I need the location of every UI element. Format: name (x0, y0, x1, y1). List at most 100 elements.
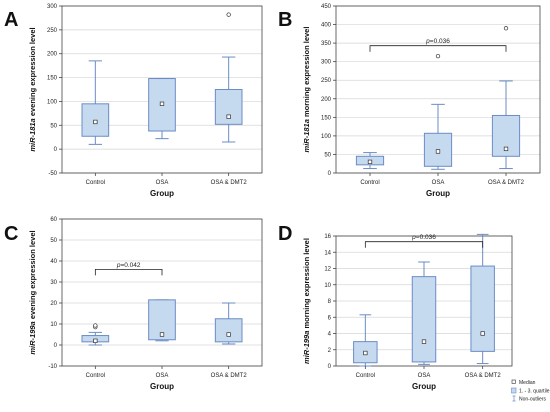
p-symbol: p (425, 38, 430, 45)
y-tick-label: 150 (321, 115, 332, 121)
x-tick-label: OSA & DMT2 (488, 180, 525, 186)
y-tick-label: 40 (50, 259, 57, 265)
y-tick-label: -10 (48, 364, 57, 370)
outlier-point (93, 323, 98, 328)
x-tick-label: OSA & DMT2 (211, 180, 248, 186)
y-axis-label: miR-199a morning expression level (302, 238, 311, 364)
y-axis-label-gene: miR-199a (302, 331, 311, 364)
legend-median-label: Median (519, 380, 536, 386)
panel-letter: A (4, 9, 18, 31)
y-tick-label: 0 (328, 171, 332, 177)
y-tick-label: 30 (50, 280, 57, 286)
y-tick-label: 250 (47, 28, 58, 34)
y-axis-label-rest: morning expression level (302, 238, 311, 331)
outlier-point (435, 53, 441, 59)
y-tick-label: 0 (54, 343, 58, 349)
p-value: =0.042 (120, 262, 140, 269)
y-tick-label: 10 (50, 322, 57, 328)
y-tick-label: 12 (324, 267, 331, 273)
quartile-box (470, 265, 495, 352)
significance-bracket (94, 269, 163, 276)
panel-letter: C (4, 223, 18, 245)
y-tick-label: 50 (50, 123, 57, 129)
quartile-box (411, 276, 437, 363)
median-marker (503, 146, 509, 152)
x-tick-label: OSA & DMT2 (465, 373, 502, 379)
y-tick-label: 2 (328, 348, 332, 354)
y-tick-label: 50 (50, 238, 57, 244)
y-tick-label: 60 (50, 217, 57, 223)
median-marker (480, 331, 485, 336)
x-tick-label: Control (360, 180, 379, 186)
p-value: =0.036 (416, 234, 436, 241)
legend: Median 1. - 3. quartile Non-outliers (511, 379, 550, 403)
y-tick-label: 200 (47, 52, 58, 58)
y-tick-label: 250 (321, 78, 332, 84)
x-axis-label: Group (426, 189, 450, 198)
median-marker (93, 119, 98, 125)
significance-bracket (364, 241, 484, 248)
y-tick-label: 50 (324, 152, 331, 158)
x-tick-label: OSA (432, 180, 445, 186)
y-tick-label: 10 (324, 283, 331, 289)
legend-nonoutliers-label: Non-outliers (519, 397, 546, 403)
p-symbol: p (116, 262, 121, 269)
y-tick-label: -50 (48, 171, 57, 177)
median-marker (226, 332, 231, 337)
x-axis-label: Group (150, 189, 174, 198)
y-tick-label: 20 (50, 301, 57, 307)
panel-a: A -50 0 50 100 150 200 250 300 Control OSA OSA & DM… (4, 4, 263, 198)
y-tick-label: 100 (47, 99, 58, 105)
y-tick-label: 6 (328, 315, 332, 321)
x-tick-label: OSA (418, 373, 431, 379)
median-marker (435, 149, 441, 154)
panel-letter: D (278, 223, 292, 245)
y-tick-label: 100 (321, 134, 332, 140)
median-marker (159, 332, 165, 337)
significance-label: p=0.042 (116, 262, 141, 269)
p-value: =0.036 (430, 38, 450, 45)
y-tick-label: 8 (328, 299, 332, 305)
y-axis-label-gene: miR-181a (28, 118, 37, 151)
y-axis-label: miR-181a morning expression level (302, 27, 311, 153)
panel-c: C -10 0 10 20 30 40 50 60 Control OSA OSA & DMT2 p=0… (4, 217, 263, 391)
x-tick-label: OSA & DMT2 (211, 373, 248, 379)
outlier-point (226, 12, 231, 17)
y-axis-label-gene: miR-181a (302, 119, 311, 152)
x-axis-label: Group (150, 382, 174, 391)
y-tick-label: 0 (328, 364, 332, 370)
y-axis-label-rest: evening expression level (28, 27, 37, 118)
median-marker (421, 339, 427, 344)
x-tick-label: OSA (156, 373, 169, 379)
x-tick-label: Control (86, 373, 105, 379)
legend-quartile-label: 1. - 3. quartile (519, 389, 550, 395)
median-marker (363, 350, 368, 356)
x-tick-label: Control (356, 373, 375, 379)
y-tick-label: 16 (324, 234, 331, 240)
x-axis-label: Group (412, 382, 436, 391)
y-tick-label: 14 (324, 250, 331, 256)
y-tick-label: 200 (321, 97, 332, 103)
legend-whisker-icon (512, 395, 516, 402)
y-axis-label-gene: miR-199a (28, 321, 37, 354)
y-tick-label: 450 (321, 4, 332, 10)
quartile-box (214, 318, 243, 343)
y-tick-label: 300 (321, 60, 332, 66)
y-tick-label: 150 (47, 76, 58, 82)
x-tick-label: Control (86, 180, 105, 186)
y-tick-label: 400 (321, 23, 332, 29)
median-marker (93, 338, 98, 343)
legend-median-marker (511, 379, 516, 384)
y-axis-label-rest: morning expression level (302, 27, 311, 120)
y-axis-label: miR-199a evening expression level (28, 230, 37, 354)
y-axis-label: miR-181a evening expression level (28, 27, 37, 151)
y-tick-label: 0 (54, 147, 58, 153)
legend-quartile-box (511, 387, 517, 394)
median-marker (159, 101, 165, 106)
median-marker (226, 114, 231, 119)
y-tick-label: 4 (328, 332, 332, 338)
median-marker (367, 159, 373, 165)
outlier-point (503, 26, 509, 31)
significance-label: p=0.036 (411, 234, 436, 241)
